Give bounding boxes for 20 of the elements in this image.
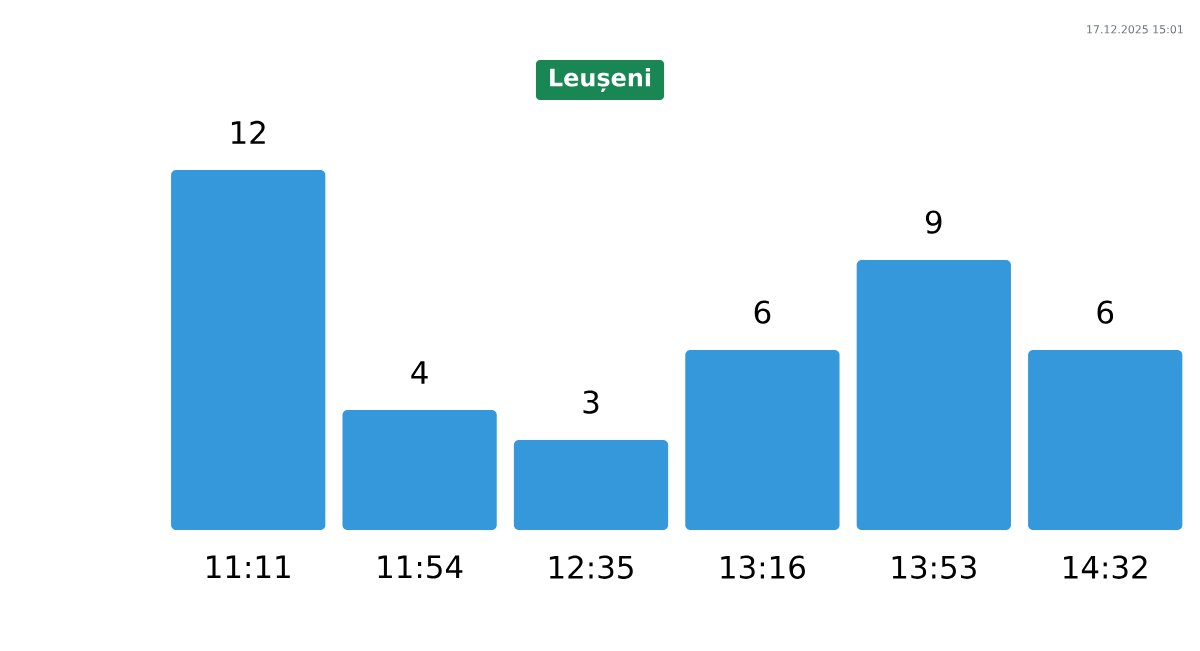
- x-tick-label: 13:16: [721, 555, 805, 579]
- bar: [1028, 350, 1183, 530]
- bar: [685, 350, 840, 530]
- data-label: 3: [583, 390, 599, 414]
- data-label: 12: [231, 120, 265, 144]
- data-label: 4: [411, 361, 428, 384]
- bar: [856, 260, 1011, 530]
- x-tick-label: 11:54: [378, 555, 463, 579]
- bar: [342, 410, 497, 530]
- data-label: 6: [754, 300, 771, 324]
- x-tick-label: 12:35: [549, 555, 633, 579]
- data-label: 6: [1097, 300, 1114, 324]
- data-label: 9: [925, 210, 942, 234]
- bar: [513, 440, 669, 530]
- x-tick-label: 11:11: [207, 555, 290, 579]
- text: 17.12.2025 15:01: [1087, 25, 1183, 34]
- chart-title: Leușeni: [550, 68, 651, 92]
- x-tick-label: 13:53: [892, 555, 976, 579]
- x-tick-label: 14:32: [1064, 555, 1147, 579]
- bar: [171, 169, 326, 530]
